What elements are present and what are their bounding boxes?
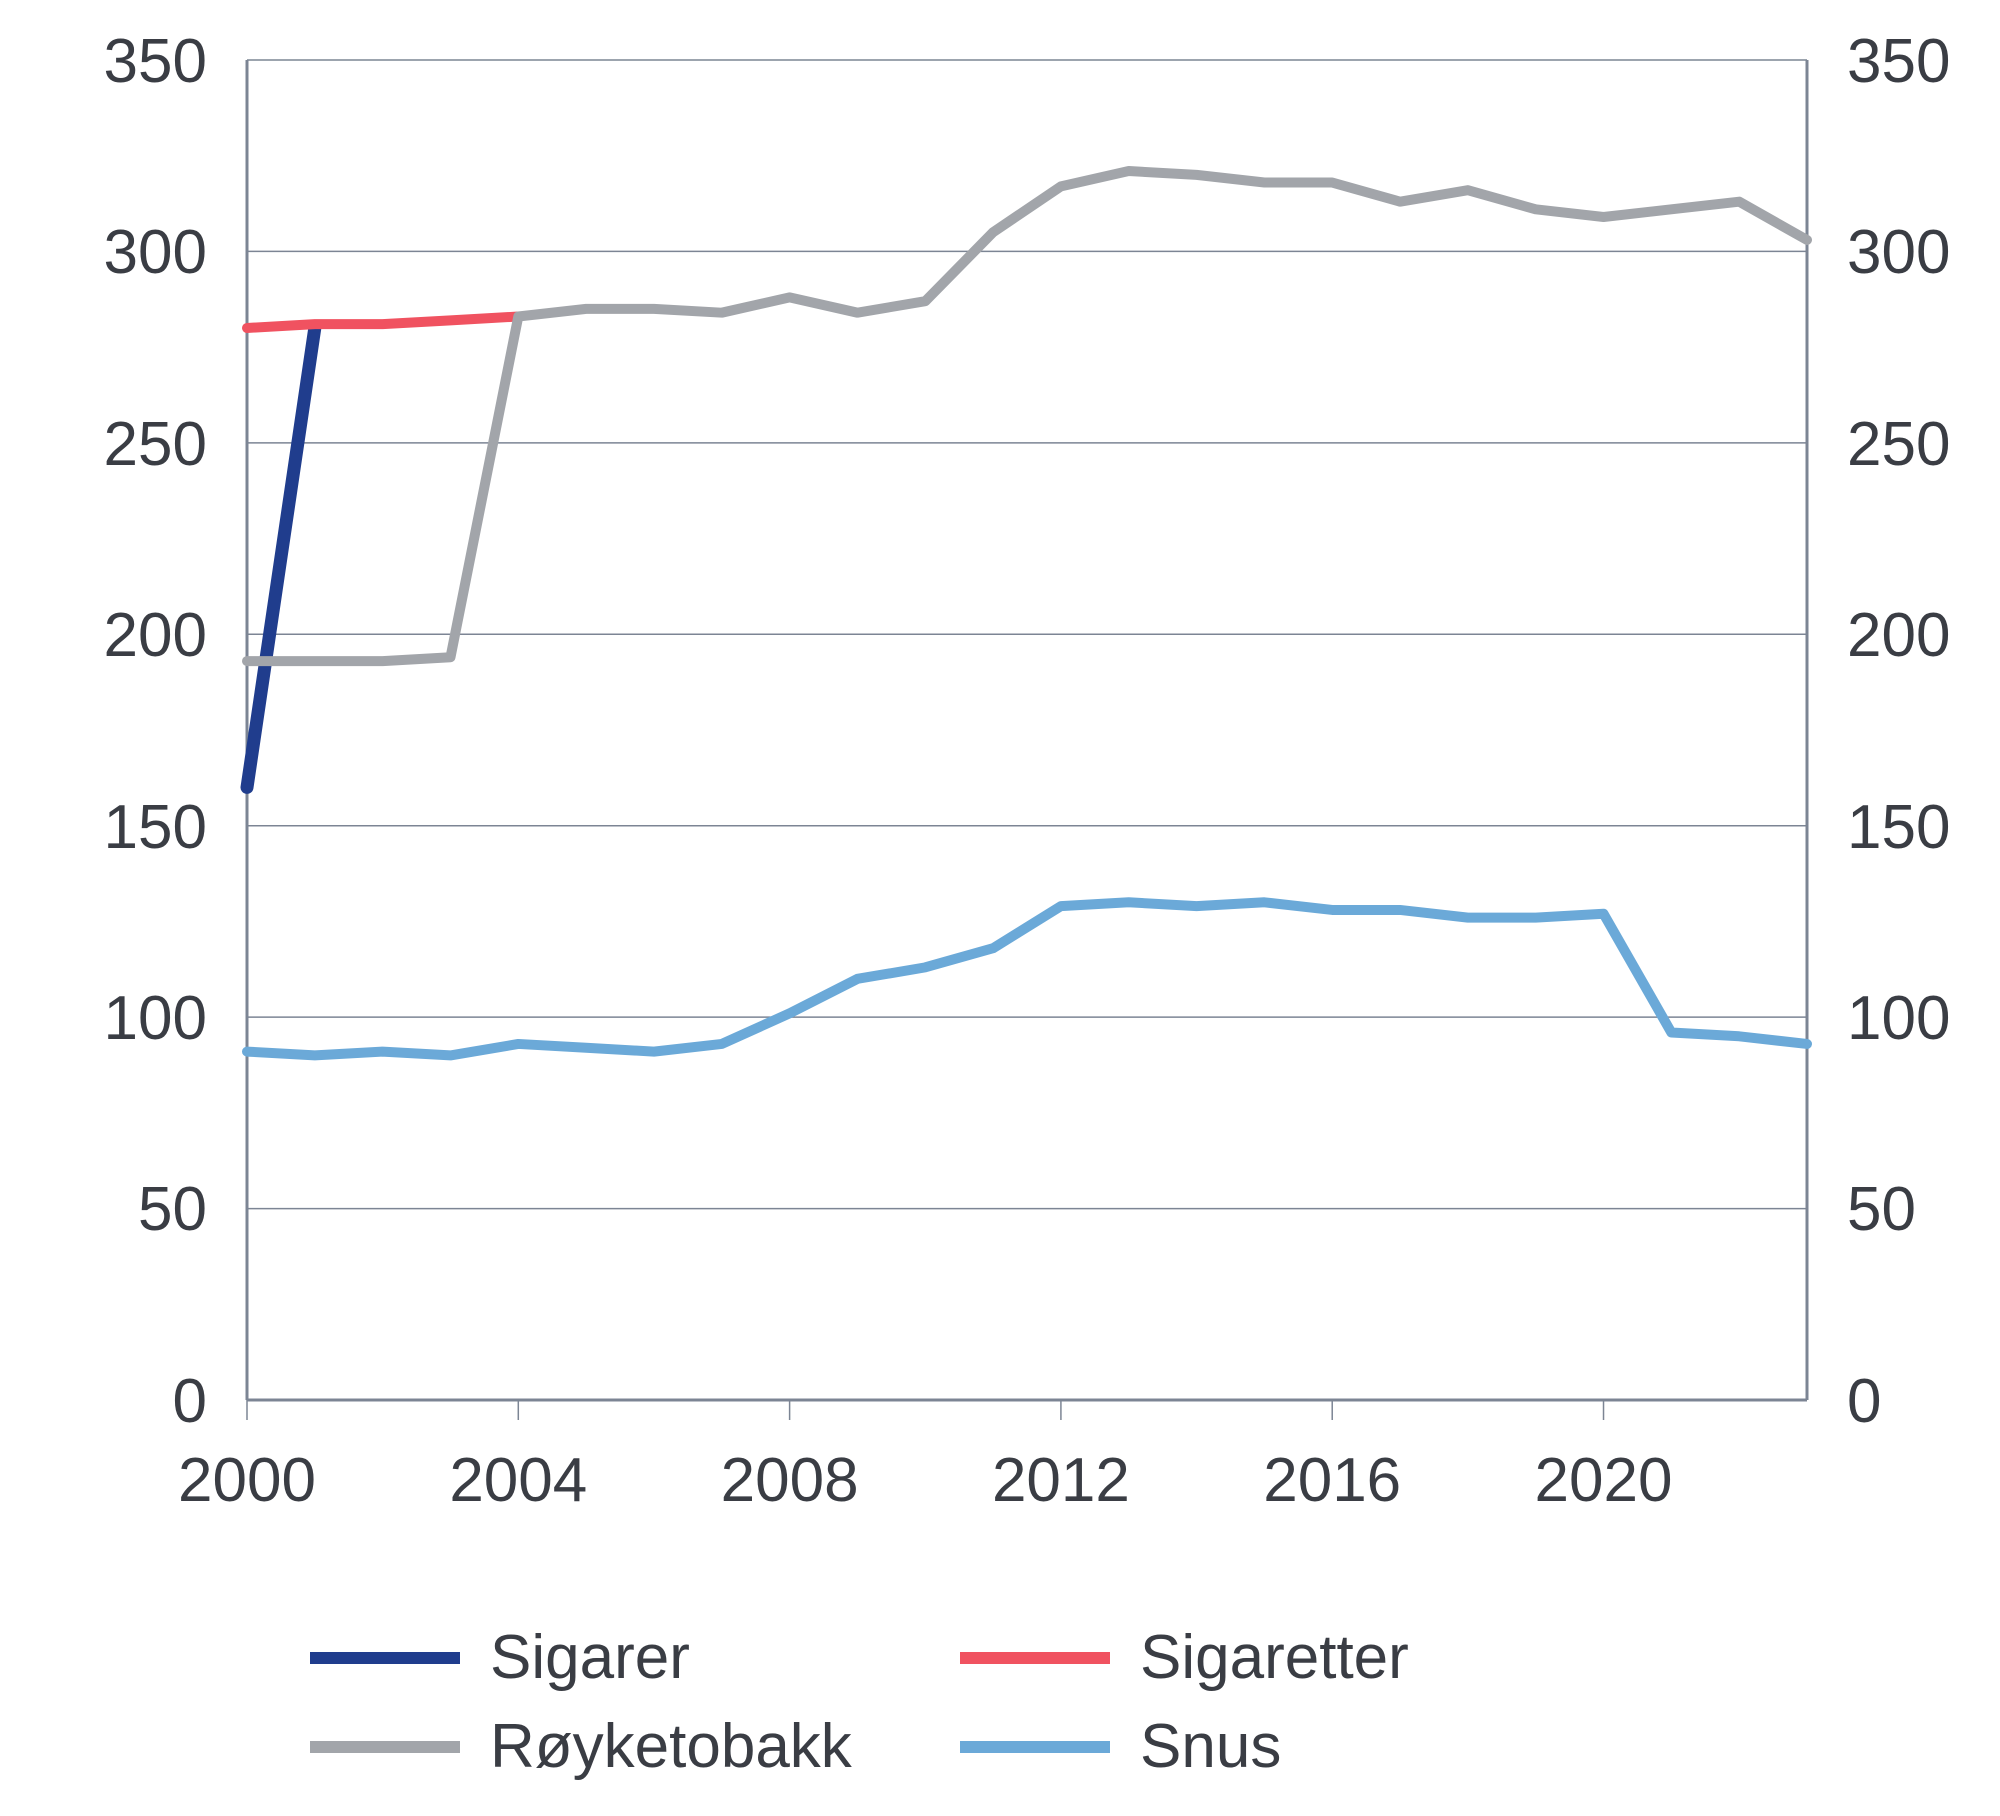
y-right-tick-label: 150	[1847, 792, 1950, 863]
y-left-tick-label: 50	[138, 1174, 207, 1245]
legend-item: Snus	[960, 1711, 1610, 1782]
legend-label: Snus	[1140, 1711, 1281, 1782]
y-left-tick-label: 350	[104, 26, 207, 97]
x-tick-label: 2004	[438, 1445, 598, 1516]
y-left-tick-label: 250	[104, 409, 207, 480]
series-line	[247, 328, 315, 787]
x-tick-label: 2012	[981, 1445, 1141, 1516]
legend-item: Sigaretter	[960, 1622, 1610, 1693]
legend-label: Sigarer	[490, 1622, 690, 1693]
legend-swatch	[310, 1652, 460, 1664]
y-right-tick-label: 250	[1847, 409, 1950, 480]
y-left-tick-label: 100	[104, 983, 207, 1054]
x-tick-label: 2016	[1252, 1445, 1412, 1516]
legend-swatch	[960, 1652, 1110, 1664]
series-line	[247, 171, 1807, 661]
chart-legend: Sigarer Sigaretter Røyketobakk Snus	[310, 1622, 1610, 1800]
y-right-tick-label: 100	[1847, 983, 1950, 1054]
x-tick-label: 2008	[710, 1445, 870, 1516]
legend-swatch	[960, 1741, 1110, 1753]
series-line	[247, 902, 1807, 1055]
x-tick-label: 2020	[1524, 1445, 1684, 1516]
legend-item: Røyketobakk	[310, 1711, 960, 1782]
y-left-tick-label: 200	[104, 600, 207, 671]
legend-swatch	[310, 1741, 460, 1753]
series-line	[247, 317, 518, 328]
y-right-tick-label: 300	[1847, 217, 1950, 288]
x-tick-label: 2000	[167, 1445, 327, 1516]
y-right-tick-label: 350	[1847, 26, 1950, 97]
legend-label: Sigaretter	[1140, 1622, 1409, 1693]
legend-item: Sigarer	[310, 1622, 960, 1693]
y-left-tick-label: 150	[104, 792, 207, 863]
y-left-tick-label: 0	[173, 1366, 207, 1437]
y-right-tick-label: 0	[1847, 1366, 1881, 1437]
chart-plot-area	[0, 0, 2000, 1816]
line-chart: 0 50 100 150 200 250 300 350 0 50 100 150 200 250 300…	[0, 0, 2000, 1816]
y-left-tick-label: 300	[104, 217, 207, 288]
y-right-tick-label: 50	[1847, 1174, 1916, 1245]
legend-label: Røyketobakk	[490, 1711, 852, 1782]
y-right-tick-label: 200	[1847, 600, 1950, 671]
